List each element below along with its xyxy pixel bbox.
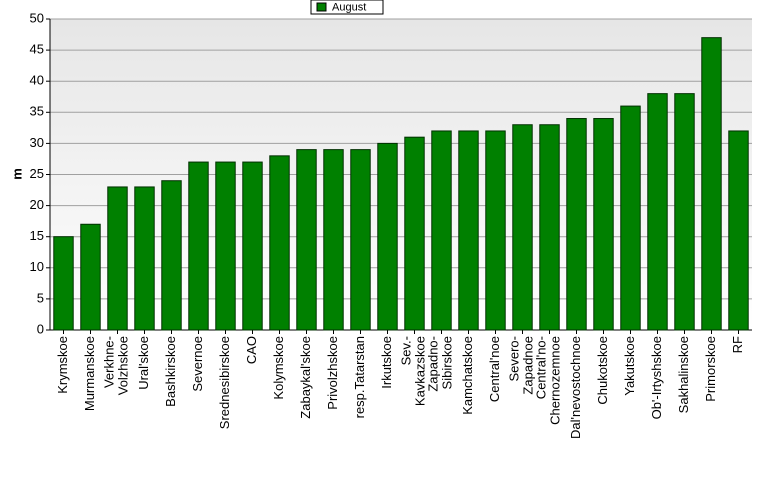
y-tick-label: 20 [30,197,44,212]
x-tick-label: Kamchatskoe [460,336,475,415]
x-tick-label: Zapadno-Sibirskoe [426,336,455,392]
legend-swatch [316,2,327,12]
x-tick-label: Zabaykal'skoe [298,336,313,419]
x-tick-label-line: Sev.- [399,336,414,365]
x-tick-label: Srednesibirskoe [217,336,232,429]
bar [161,180,182,331]
bar [647,93,668,331]
x-tick-label-line: Zapadnoe [521,336,536,395]
x-tick-label: CAO [244,336,259,364]
bar [701,37,722,331]
bar [296,149,317,331]
y-tick-label: 35 [30,104,44,119]
x-tick-label: Bashkirskoe [163,336,178,407]
bar [188,161,209,331]
x-tick-label: Sakhalinskoe [676,336,691,413]
legend: August [310,0,384,15]
x-tick-label: Privolzhskoe [325,336,340,410]
bar [674,93,695,331]
x-tick-label: Sev.-Kavkazskoe [399,336,428,406]
y-tick-label: 5 [37,290,44,305]
y-tick-label: 15 [30,228,44,243]
x-tick-label: Chukotskoe [595,336,610,405]
bar [458,130,479,331]
y-tick-label: 40 [30,73,44,88]
x-tick-label-line: Kavkazskoe [413,336,428,406]
x-tick-label: Dal'nevostochnoe [568,336,583,439]
x-tick-label-line: Volzhskoe [116,336,131,395]
bar [215,161,236,331]
bar [107,186,128,331]
bar [269,155,290,331]
x-tick-label-line: Zapadno- [426,336,441,392]
x-tick-label-line: Central'no- [534,336,549,399]
bar [728,130,749,331]
x-tick-label-line: Sibirskoe [440,336,455,389]
x-tick-label: Central'noe [487,336,502,402]
x-tick-label: Krymskoe [55,336,70,394]
x-tick-label-line: Chernozemnoe [548,336,563,425]
x-tick-label: Verkhne-Volzhskoe [102,336,131,395]
x-tick-label: Kolymskoe [271,336,286,400]
bar [80,223,101,331]
x-tick-label: Central'no-Chernozemnoe [534,336,563,425]
x-tick-label-line: Severo- [507,336,522,382]
bar [566,118,587,331]
x-tick-label-line: Verkhne- [102,336,117,388]
legend-box [310,0,384,15]
x-tick-label: Irkutskoe [379,336,394,389]
bar [431,130,452,331]
y-tick-label: 0 [37,321,44,336]
bar [53,236,74,331]
x-tick-label: RF [730,336,745,353]
y-tick-label: 45 [30,42,44,57]
bar [377,142,398,331]
bar [404,136,425,331]
bar [539,124,560,331]
x-tick-label: Primorskoe [703,336,718,402]
x-tick-label: Ob'-Irtyshskoe [649,336,664,419]
y-tick-label: 10 [30,259,44,274]
bar [242,161,263,331]
y-tick-label: 25 [30,166,44,181]
bar [134,186,155,331]
y-axis-label: m [9,168,24,180]
bar [620,105,641,331]
bar [593,118,614,331]
x-tick-label: Severo-Zapadnoe [507,336,536,395]
y-tick-label: 30 [30,135,44,150]
x-tick-label: Severnoe [190,336,205,392]
x-tick-label: Ural'skoe [136,336,151,390]
x-tick-label: resp.Tatarstan [352,336,367,418]
y-tick-label: 50 [30,10,44,25]
x-tick-label: Yakutskoe [622,336,637,396]
bar [350,149,371,331]
x-tick-label: Murmanskoe [82,336,97,411]
bar [485,130,506,331]
legend-label: August [332,1,366,13]
bar [512,124,533,331]
bar [323,149,344,331]
